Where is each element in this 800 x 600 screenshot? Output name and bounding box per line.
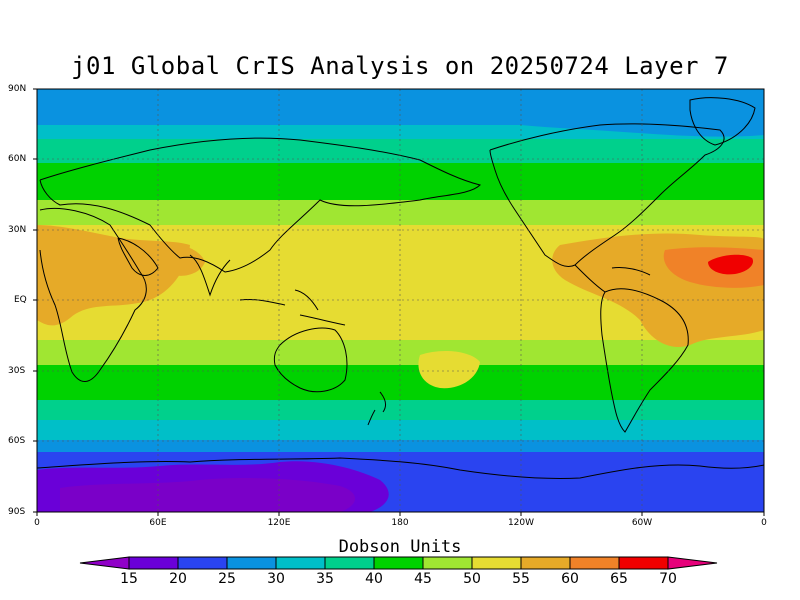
- colorbar-swatch: [373, 556, 424, 570]
- lat-tick-eq: EQ: [14, 295, 27, 305]
- arctic-blue-region: [37, 89, 764, 137]
- band-south-2: [37, 365, 764, 400]
- gridlines: [37, 89, 764, 512]
- lat-tick-90s: 90S: [8, 507, 26, 517]
- lon-tick-60e: 60E: [149, 518, 167, 528]
- colorbar-under-arrow: [79, 556, 130, 570]
- arabia-outline: [117, 237, 159, 276]
- africa-outline: [39, 207, 147, 382]
- colorbar-swatch: [177, 556, 228, 570]
- colorbar-label: 60: [561, 571, 579, 587]
- eurasia-outline: [39, 137, 481, 273]
- antarctica-outline: [37, 457, 764, 480]
- north-america-outline: [489, 123, 725, 268]
- south-pacific-yellow: [418, 350, 480, 389]
- nz-outline: [367, 391, 387, 426]
- colorbar-swatch: [324, 556, 375, 570]
- band-south-1: [37, 340, 764, 365]
- colorbar-label: 20: [169, 571, 187, 587]
- lat-tick-90n: 90N: [8, 84, 27, 94]
- africa-orange: [37, 225, 190, 326]
- india-orange: [153, 243, 205, 276]
- colorbar-swatch: [275, 556, 326, 570]
- colorbar-swatch: [569, 556, 620, 570]
- tick-marks: [33, 88, 765, 516]
- india-outline: [189, 254, 231, 297]
- lat-tick-30s: 30S: [8, 366, 26, 376]
- coastlines: [37, 97, 764, 480]
- chart-title: j01 Global CrIS Analysis on 20250724 Lay…: [71, 52, 729, 80]
- sea-islands: [239, 289, 346, 326]
- lon-tick-0-right: 0: [761, 518, 767, 528]
- lon-tick-180: 180: [391, 518, 409, 528]
- colorbar-label: 40: [365, 571, 383, 587]
- south-america-outline: [600, 288, 689, 433]
- antarctic-violet: [60, 478, 355, 512]
- colorbar-label: 35: [316, 571, 334, 587]
- lon-tick-60w: 60W: [631, 518, 653, 528]
- colorbar-label: 15: [120, 571, 138, 587]
- colorbar-swatch: [128, 556, 179, 570]
- australia-outline: [273, 327, 348, 393]
- lat-tick-60s: 60S: [8, 436, 26, 446]
- lon-tick-120w: 120W: [507, 518, 535, 528]
- colorbar-swatch: [226, 556, 277, 570]
- colorbar-label: 50: [463, 571, 481, 587]
- band-south-3: [37, 400, 764, 420]
- colorbar-swatch: [520, 556, 571, 570]
- colorbar-title: Dobson Units: [338, 537, 462, 557]
- colorbar-label: 45: [414, 571, 432, 587]
- atlantic-red-max: [708, 254, 754, 275]
- lon-tick-120e: 120E: [267, 518, 291, 528]
- colorbar-label: 55: [512, 571, 530, 587]
- colorbar-label: 70: [659, 571, 677, 587]
- colorbar-swatch: [422, 556, 473, 570]
- lon-tick-0-left: 0: [34, 518, 40, 528]
- colorbar-label: 65: [610, 571, 628, 587]
- lat-tick-30n: 30N: [8, 225, 27, 235]
- colorbar-swatch: [618, 556, 669, 570]
- greenland-outline: [689, 97, 756, 146]
- north-green-bulge: [37, 182, 764, 200]
- colorbar-swatch: [471, 556, 522, 570]
- central-america-outline: [574, 264, 651, 293]
- colorbar-label: 30: [267, 571, 285, 587]
- colorbar: [79, 556, 718, 570]
- band-south-4: [37, 420, 764, 440]
- band-south-5: [37, 440, 764, 452]
- colorbar-over-arrow: [667, 556, 718, 570]
- lat-tick-60n: 60N: [8, 154, 27, 164]
- colorbar-label: 25: [218, 571, 236, 587]
